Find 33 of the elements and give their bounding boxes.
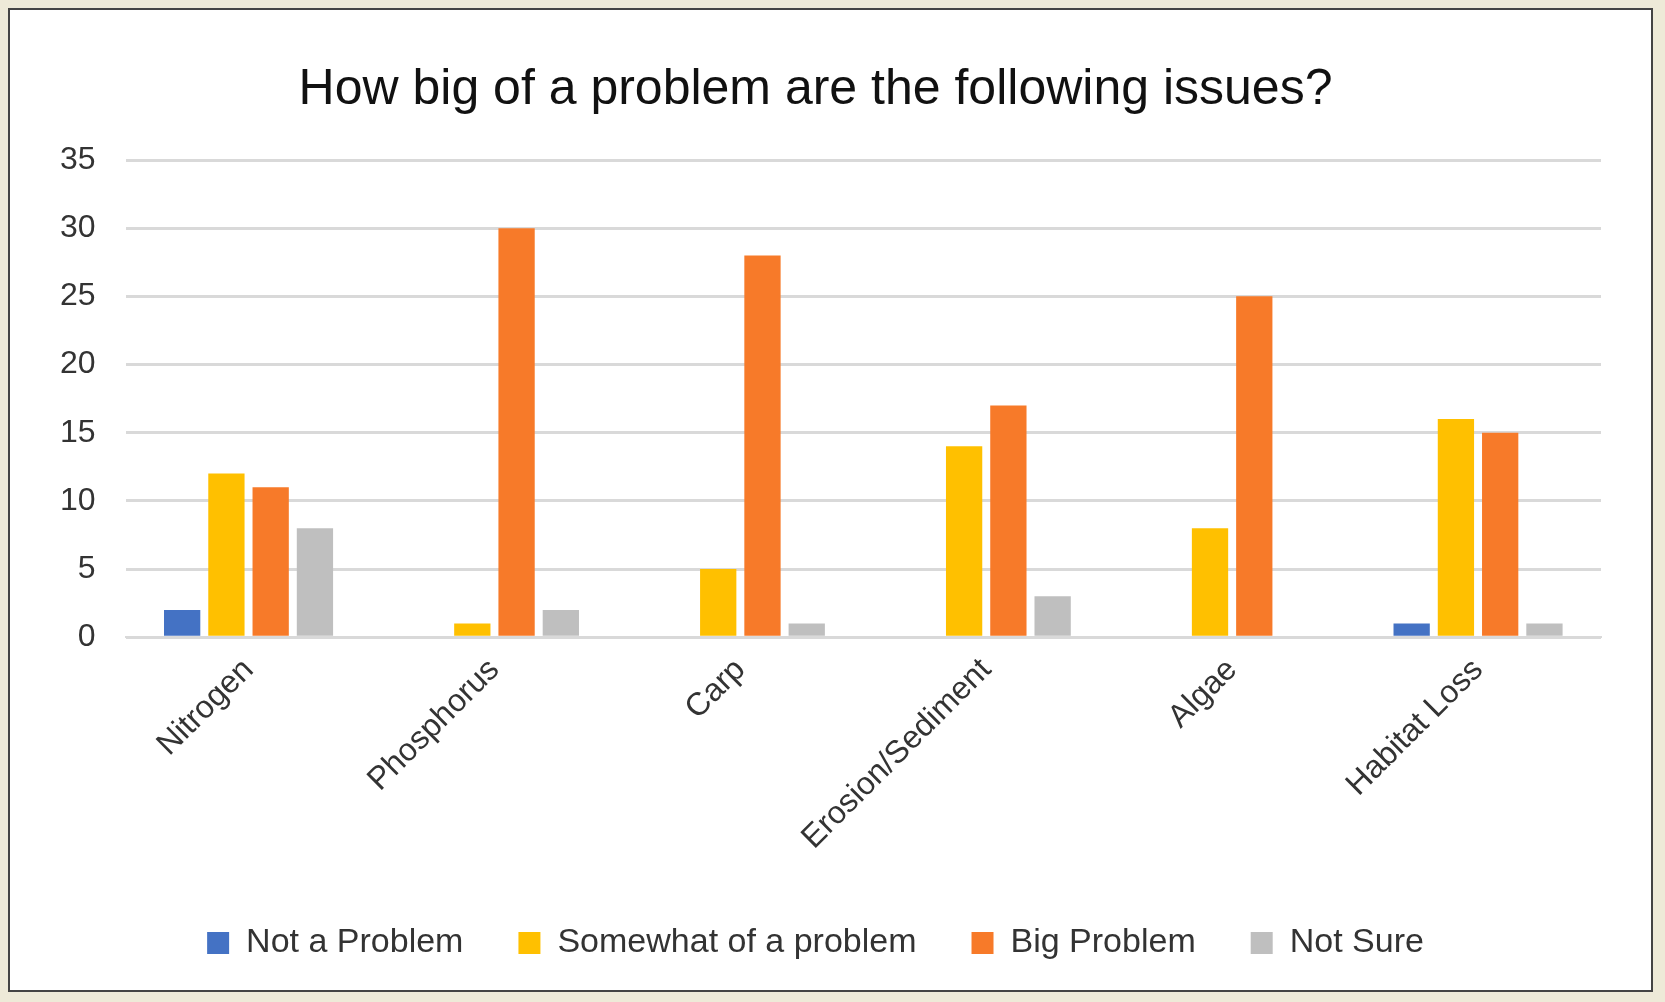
- y-tick-label: 30: [60, 208, 96, 245]
- bar: [1526, 623, 1563, 636]
- bar: [164, 609, 201, 636]
- y-tick-label: 35: [60, 139, 96, 176]
- y-tick-label: 5: [77, 548, 96, 585]
- bar: [208, 473, 245, 636]
- x-tick-label: Carp: [677, 650, 752, 726]
- bar: [296, 528, 334, 636]
- legend-label: Somewhat of a problem: [557, 921, 917, 960]
- legend-label: Not Sure: [1289, 921, 1424, 960]
- bar: [1236, 296, 1273, 636]
- bar: [700, 569, 737, 636]
- y-tick-label: 25: [60, 276, 96, 313]
- bar: [990, 405, 1027, 636]
- bar: [1482, 432, 1519, 636]
- y-tick-label: 10: [60, 480, 96, 517]
- bar: [1393, 623, 1430, 636]
- bar: [788, 623, 825, 636]
- bar: [252, 487, 289, 636]
- bar: [542, 609, 579, 636]
- bar: [744, 255, 781, 636]
- bar: [945, 446, 983, 636]
- bar: [454, 623, 491, 636]
- bar: [1437, 419, 1475, 636]
- legend-label: Not a Problem: [246, 921, 464, 960]
- bar: [498, 228, 535, 636]
- legend-label: Big Problem: [1010, 921, 1196, 960]
- y-tick-label: 0: [77, 617, 96, 654]
- chart-title: How big of a problem are the following issues?: [298, 58, 1333, 115]
- y-tick-label: 20: [60, 344, 96, 381]
- bar: [1191, 528, 1229, 636]
- y-tick-label: 15: [60, 412, 96, 449]
- bar: [1034, 596, 1071, 636]
